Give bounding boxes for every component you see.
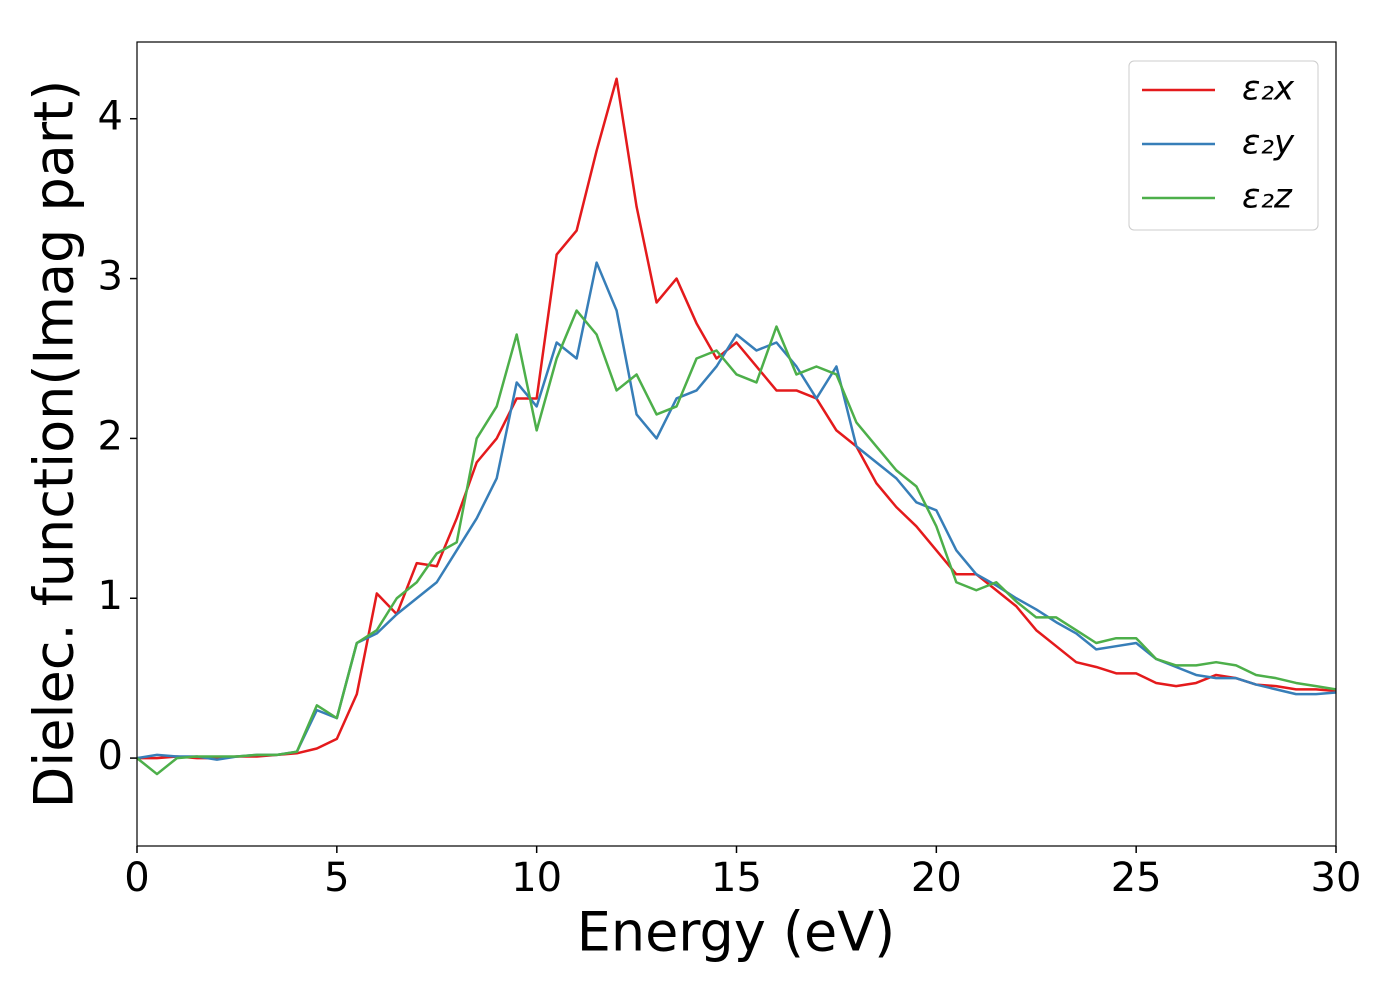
plot-frame xyxy=(136,41,1337,847)
x-tick-label: 30 xyxy=(1311,855,1362,901)
y-axis-label: Dielec. function(Imag part) xyxy=(23,80,86,809)
y-tick-label: 1 xyxy=(98,573,123,619)
legend-label: ε₂y xyxy=(1242,123,1295,163)
y-tick-label: 2 xyxy=(98,413,123,459)
x-tick-label: 0 xyxy=(124,855,149,901)
x-tick-label: 20 xyxy=(911,855,962,901)
legend-label: ε₂x xyxy=(1242,69,1295,109)
x-tick-label: 10 xyxy=(511,855,562,901)
line-series xyxy=(137,77,1336,760)
x-tick-label: 5 xyxy=(324,855,349,901)
legend-box xyxy=(1128,60,1319,231)
x-tick-label: 15 xyxy=(711,855,762,901)
x-tick-label: 25 xyxy=(1111,855,1162,901)
y-tick-label: 4 xyxy=(98,94,123,140)
line-series xyxy=(137,309,1336,776)
legend-label: ε₂z xyxy=(1242,177,1293,217)
y-tick-label: 3 xyxy=(98,254,123,300)
y-tick-label: 0 xyxy=(98,733,123,779)
x-axis-label: Energy (eV) xyxy=(577,901,896,964)
